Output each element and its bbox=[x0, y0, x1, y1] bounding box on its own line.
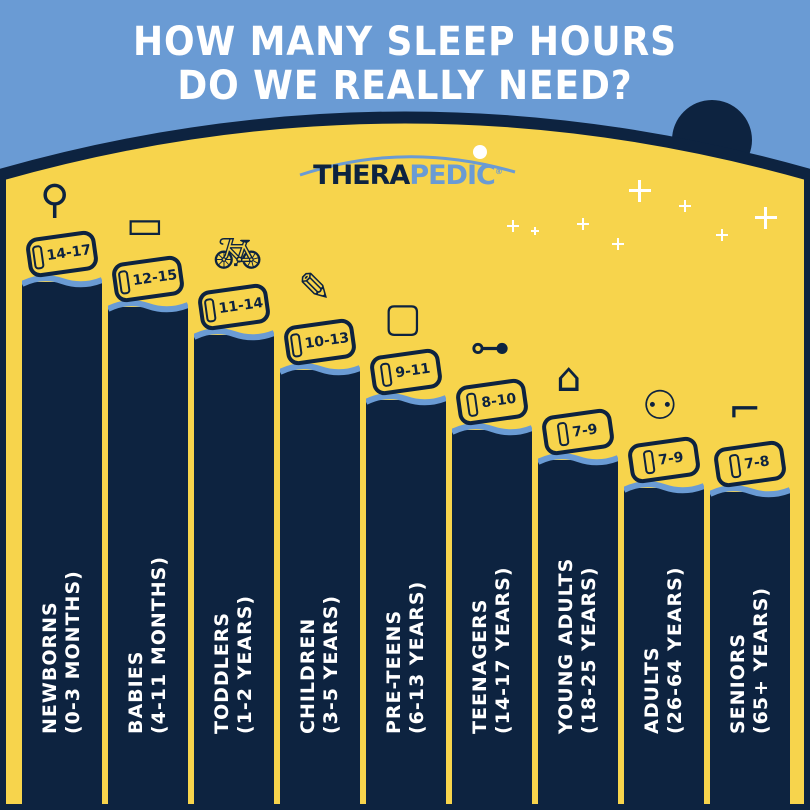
logo-text-2: PEDIC bbox=[409, 160, 496, 191]
bar-label: YOUNG ADULTS (18-25 YEARS) bbox=[538, 520, 618, 780]
logo-text-1: THERA bbox=[313, 160, 410, 191]
category-name: BABIES bbox=[125, 650, 147, 734]
category-age: (26-64 YEARS) bbox=[664, 566, 686, 734]
bicycle-icon: 🚲︎ bbox=[212, 231, 263, 277]
bar-6: YOUNG ADULTS (18-25 YEARS) bbox=[538, 453, 618, 810]
category-name: YOUNG ADULTS bbox=[555, 557, 577, 734]
bar-4: PRE-TEENS (6-13 YEARS) bbox=[366, 393, 446, 810]
category-age: (3-5 YEARS) bbox=[320, 594, 342, 734]
bar-3: CHILDREN (3-5 YEARS) bbox=[280, 363, 360, 810]
bar-2: TODDLERS (1-2 YEARS) bbox=[194, 328, 274, 810]
category-age: (18-25 YEARS) bbox=[578, 566, 600, 734]
category-age: (0-3 MONTHS) bbox=[62, 570, 84, 734]
stars-icon bbox=[507, 180, 777, 250]
crayon-icon: ✎ bbox=[298, 265, 332, 311]
page-title: HOW MANY SLEEP HOURS DO WE REALLY NEED? bbox=[41, 20, 770, 108]
bar-8: SENIORS (65+ YEARS) bbox=[710, 485, 790, 810]
wave bbox=[710, 485, 790, 498]
bar-label: ADULTS (26-64 YEARS) bbox=[624, 520, 704, 780]
bar-1: BABIES (4-11 MONTHS) bbox=[108, 300, 188, 810]
category-age: (4-11 MONTHS) bbox=[148, 555, 170, 734]
category-name: SENIORS bbox=[727, 632, 749, 734]
title-line-1: HOW MANY SLEEP HOURS bbox=[133, 19, 677, 65]
suit-icon: ⚇ bbox=[642, 383, 678, 429]
category-name: NEWBORNS bbox=[39, 601, 61, 734]
wave bbox=[194, 328, 274, 341]
wave bbox=[280, 363, 360, 376]
bar-label: TODDLERS (1-2 YEARS) bbox=[194, 520, 274, 780]
therapedic-logo: THERAPEDIC® bbox=[300, 160, 515, 191]
bar-label: PRE-TEENS (6-13 YEARS) bbox=[366, 520, 446, 780]
bar-label: NEWBORNS (0-3 MONTHS) bbox=[22, 520, 102, 780]
category-name: TODDLERS bbox=[211, 611, 233, 734]
category-name: CHILDREN bbox=[297, 617, 319, 734]
logo-mark: ® bbox=[494, 167, 503, 176]
category-age: (6-13 YEARS) bbox=[406, 580, 428, 734]
wave bbox=[624, 481, 704, 494]
game-controller-icon: ⊶ bbox=[470, 325, 510, 371]
cane-icon: ⌐ bbox=[728, 387, 762, 433]
wave bbox=[538, 453, 618, 466]
wave bbox=[108, 300, 188, 313]
pacifier-icon: ⚲ bbox=[40, 177, 70, 223]
bar-label: SENIORS (65+ YEARS) bbox=[710, 520, 790, 780]
bar-label: BABIES (4-11 MONTHS) bbox=[108, 520, 188, 780]
category-age: (14-17 YEARS) bbox=[492, 566, 514, 734]
category-name: PRE-TEENS bbox=[383, 609, 405, 734]
category-age: (65+ YEARS) bbox=[750, 586, 772, 734]
bar-0: NEWBORNS (0-3 MONTHS) bbox=[22, 275, 102, 810]
logo-sun-icon bbox=[473, 145, 487, 159]
bar-label: TEENAGERS (14-17 YEARS) bbox=[452, 520, 532, 780]
logo-arc bbox=[299, 155, 516, 177]
baby-bottle-icon: ▭ bbox=[126, 202, 164, 248]
title-line-2: DO WE REALLY NEED? bbox=[177, 63, 633, 109]
category-name: TEENAGERS bbox=[469, 598, 491, 734]
wave bbox=[22, 275, 102, 288]
bar-7: ADULTS (26-64 YEARS) bbox=[624, 481, 704, 810]
category-age: (1-2 YEARS) bbox=[234, 594, 256, 734]
backpack-icon: ▢ bbox=[384, 295, 422, 341]
wave bbox=[366, 393, 446, 406]
category-name: ADULTS bbox=[641, 646, 663, 734]
bar-label: CHILDREN (3-5 YEARS) bbox=[280, 520, 360, 780]
graduation-cap-icon: ⌂ bbox=[556, 355, 582, 401]
bar-5: TEENAGERS (14-17 YEARS) bbox=[452, 423, 532, 810]
wave bbox=[452, 423, 532, 436]
